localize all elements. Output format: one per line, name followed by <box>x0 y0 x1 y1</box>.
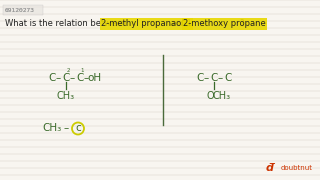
Text: 2-methoxy propane: 2-methoxy propane <box>183 19 266 28</box>
Text: What is the relation between: What is the relation between <box>5 19 130 28</box>
Text: 1: 1 <box>80 69 84 73</box>
Text: –: – <box>63 123 68 133</box>
Text: and: and <box>167 19 188 28</box>
Text: CH₃: CH₃ <box>42 123 62 133</box>
Text: oH: oH <box>87 73 101 83</box>
Text: C: C <box>62 73 70 83</box>
Text: CH₃: CH₃ <box>213 91 231 101</box>
Text: 2: 2 <box>66 69 70 73</box>
Text: C: C <box>224 73 232 83</box>
Text: 69120273: 69120273 <box>5 8 35 12</box>
Text: c: c <box>75 123 81 133</box>
Text: 2-methyl propanaol-1: 2-methyl propanaol-1 <box>101 19 192 28</box>
Text: C: C <box>48 73 56 83</box>
Text: –: – <box>204 73 209 83</box>
Text: –: – <box>84 73 89 83</box>
Text: C: C <box>210 73 218 83</box>
Bar <box>3 5 43 15</box>
Text: –: – <box>56 73 61 83</box>
Text: doubtnut: doubtnut <box>281 165 313 171</box>
Text: C: C <box>76 73 84 83</box>
Text: –: – <box>218 73 223 83</box>
Text: O: O <box>206 91 214 101</box>
Text: ?: ? <box>239 19 244 28</box>
Text: đ: đ <box>266 163 274 173</box>
Text: CH₃: CH₃ <box>57 91 75 101</box>
Text: C: C <box>196 73 204 83</box>
Text: 69120273: 69120273 <box>5 8 35 12</box>
Text: –: – <box>70 73 75 83</box>
